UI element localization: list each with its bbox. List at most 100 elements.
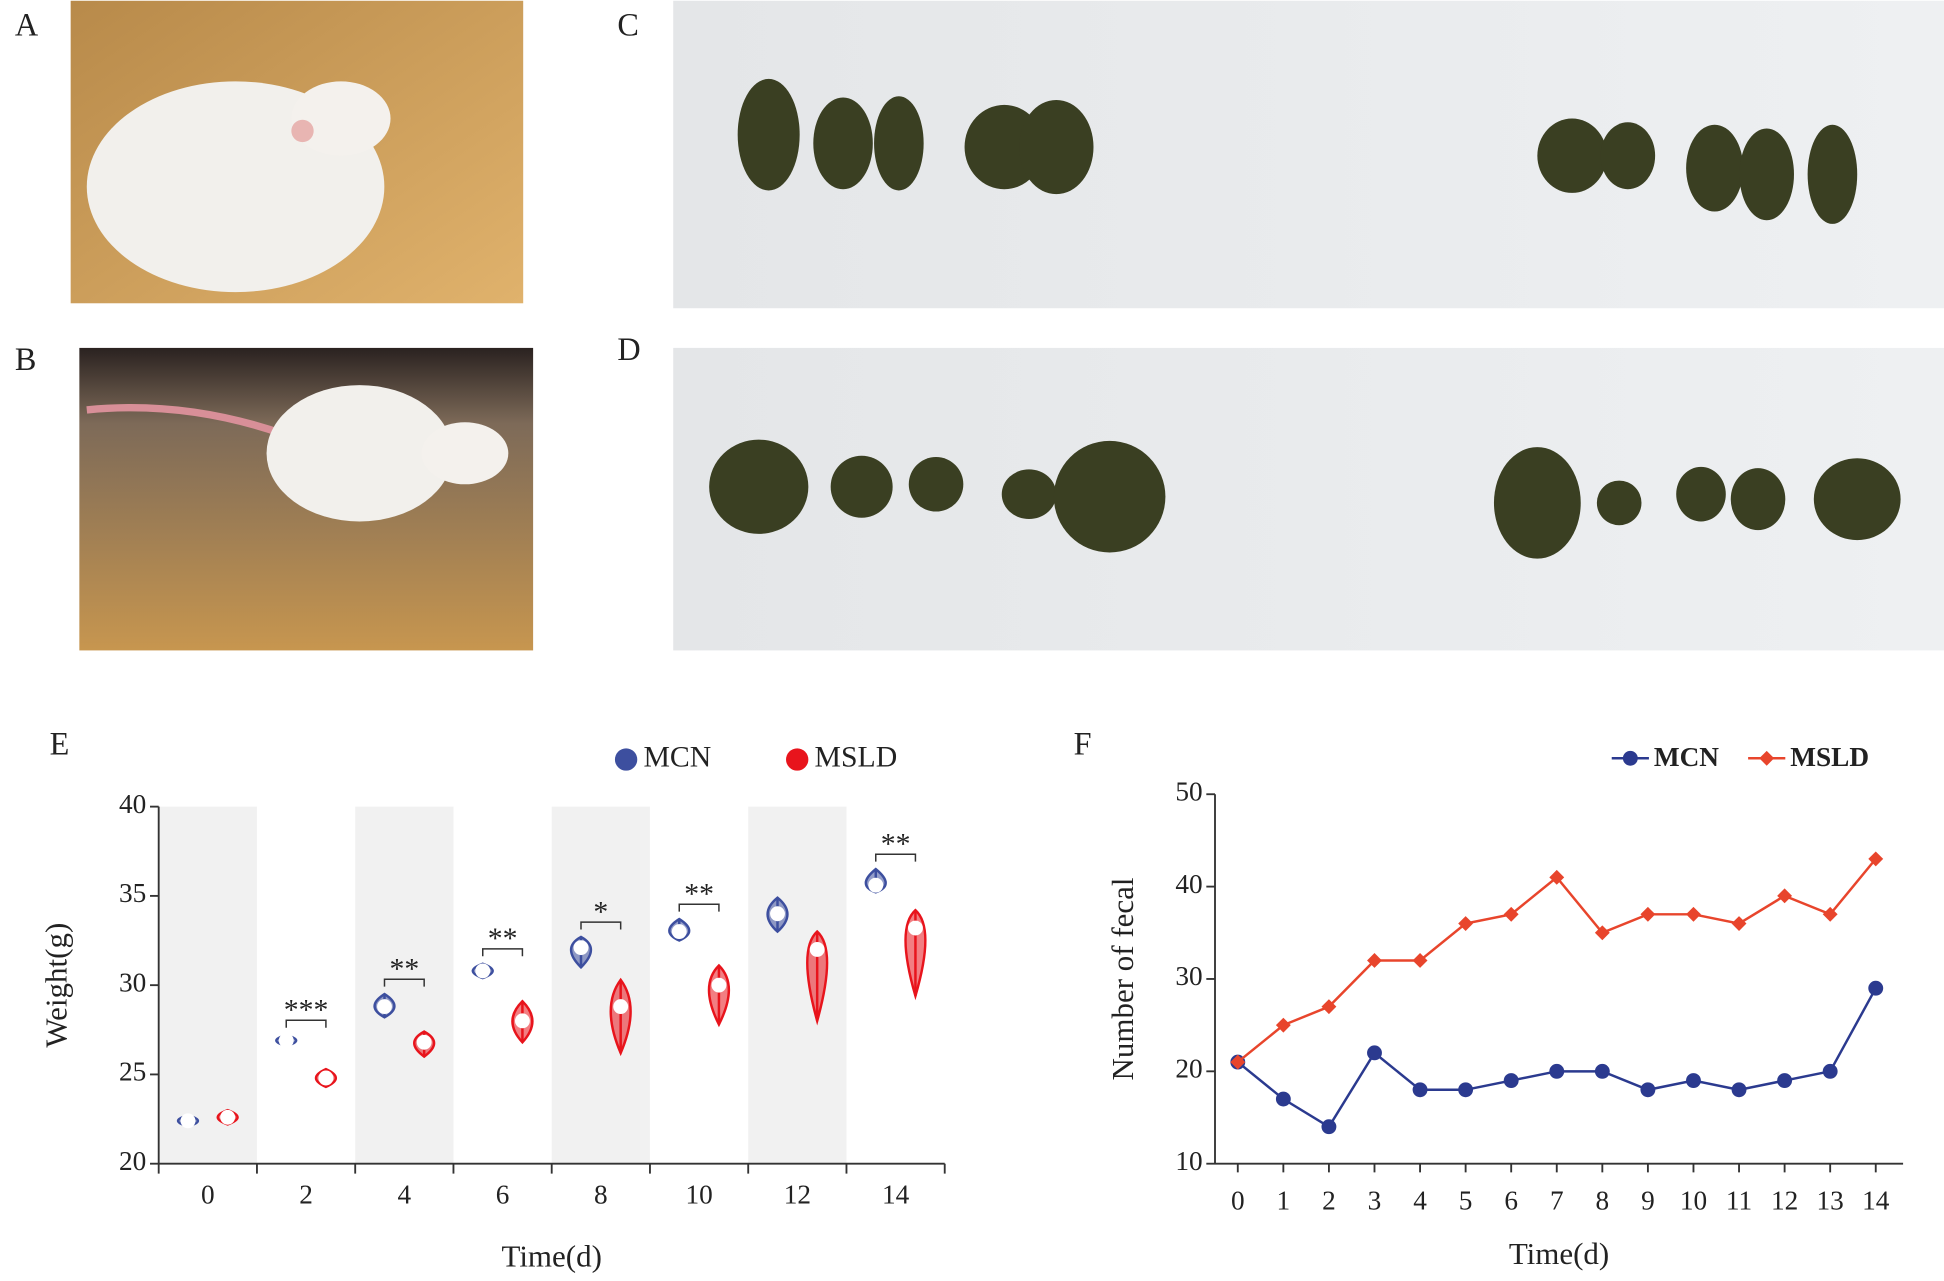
x-tick-label: 12 xyxy=(1771,1186,1798,1216)
x-tick-label: 2 xyxy=(1322,1186,1336,1216)
x-tick-label: 6 xyxy=(496,1179,510,1209)
marker xyxy=(1640,1082,1656,1098)
panel-label: B xyxy=(15,341,37,377)
x-tick-label: 8 xyxy=(594,1179,608,1209)
marker xyxy=(1686,1073,1701,1089)
marker xyxy=(1367,953,1382,968)
median-dot xyxy=(613,999,629,1015)
median-dot xyxy=(770,906,785,922)
legend-marker xyxy=(1759,750,1775,766)
legend-label: MSLD xyxy=(815,740,898,773)
x-tick-label: 14 xyxy=(1862,1186,1890,1216)
photo-a xyxy=(70,0,524,304)
median-dot xyxy=(318,1070,334,1086)
x-tick-label: 8 xyxy=(1596,1186,1610,1216)
marker xyxy=(1868,980,1884,996)
median-dot xyxy=(416,1034,432,1050)
x-tick-label: 10 xyxy=(1680,1186,1707,1216)
photo-c xyxy=(673,0,1944,309)
x-tick-label: 13 xyxy=(1817,1186,1844,1216)
y-tick-label: 10 xyxy=(1175,1146,1202,1176)
x-tick-label: 1 xyxy=(1277,1186,1291,1216)
x-tick-label: 7 xyxy=(1550,1186,1564,1216)
y-tick-label: 35 xyxy=(119,878,146,908)
bracket xyxy=(875,853,917,862)
marker xyxy=(1731,916,1747,931)
marker xyxy=(1777,888,1793,904)
median-dot xyxy=(809,942,825,957)
marker xyxy=(1594,1063,1610,1079)
bracket xyxy=(580,921,622,930)
marker xyxy=(1503,1073,1519,1089)
marker xyxy=(1503,906,1519,922)
bracket xyxy=(482,948,524,957)
legend-label: MCN xyxy=(1654,742,1719,772)
median-dot xyxy=(711,977,727,993)
y-tick-label: 20 xyxy=(119,1146,146,1176)
y-tick-label: 20 xyxy=(1175,1054,1202,1084)
bracket xyxy=(678,903,720,912)
band-shade xyxy=(355,806,454,1164)
bracket xyxy=(383,978,425,987)
marker xyxy=(1822,1063,1838,1079)
panel-label: F xyxy=(1074,726,1092,762)
x-tick-label: 2 xyxy=(299,1179,313,1209)
y-axis-label: Weight(g) xyxy=(39,923,74,1048)
median-dot xyxy=(475,963,491,979)
legend-marker xyxy=(614,748,638,771)
x-axis-label: Time(d) xyxy=(1509,1236,1609,1271)
significance: ** xyxy=(488,922,518,955)
marker xyxy=(1594,925,1610,941)
marker xyxy=(1458,916,1474,931)
x-tick-label: 6 xyxy=(1504,1186,1518,1216)
median-dot xyxy=(220,1109,236,1125)
marker xyxy=(1321,1119,1337,1135)
x-tick-label: 9 xyxy=(1641,1186,1655,1216)
median-dot xyxy=(671,924,687,940)
marker xyxy=(1367,1045,1382,1061)
band-shade xyxy=(551,806,650,1164)
panel-label: D xyxy=(617,331,640,367)
significance: *** xyxy=(284,994,329,1027)
median-dot xyxy=(180,1113,196,1129)
band-shade xyxy=(748,806,847,1164)
marker xyxy=(1731,1082,1747,1098)
x-tick-label: 0 xyxy=(201,1179,215,1209)
photo-b xyxy=(79,347,534,651)
marker xyxy=(1640,906,1656,922)
x-tick-label: 5 xyxy=(1459,1186,1473,1216)
y-tick-label: 50 xyxy=(1175,777,1202,807)
median-dot xyxy=(907,920,923,936)
significance: ** xyxy=(389,953,419,986)
panel-label: A xyxy=(15,6,39,42)
band-shade xyxy=(158,806,257,1164)
significance: * xyxy=(593,895,608,928)
x-axis-label: Time(d) xyxy=(501,1238,601,1273)
y-tick-label: 30 xyxy=(119,967,146,997)
legend-marker xyxy=(1622,750,1638,766)
x-tick-label: 0 xyxy=(1231,1186,1245,1216)
panel-label: C xyxy=(617,6,639,42)
marker xyxy=(1777,1073,1793,1089)
marker xyxy=(1686,906,1701,922)
y-tick-label: 30 xyxy=(1175,961,1202,991)
line xyxy=(1237,858,1877,1064)
marker xyxy=(1321,999,1337,1015)
median-dot xyxy=(377,999,392,1015)
bracket xyxy=(285,1019,327,1028)
marker xyxy=(1412,1082,1428,1098)
y-tick-label: 40 xyxy=(1175,869,1202,899)
x-tick-label: 4 xyxy=(398,1179,412,1209)
x-tick-label: 3 xyxy=(1368,1186,1382,1216)
marker xyxy=(1275,1091,1291,1107)
y-axis-label: Number of fecal xyxy=(1105,877,1140,1080)
median-dot xyxy=(278,1033,294,1048)
x-tick-label: 12 xyxy=(784,1179,811,1209)
photo-d xyxy=(673,347,1944,651)
median-dot xyxy=(868,877,884,893)
x-tick-label: 10 xyxy=(685,1179,712,1209)
panel-label: E xyxy=(50,726,70,762)
x-tick-label: 4 xyxy=(1413,1186,1427,1216)
